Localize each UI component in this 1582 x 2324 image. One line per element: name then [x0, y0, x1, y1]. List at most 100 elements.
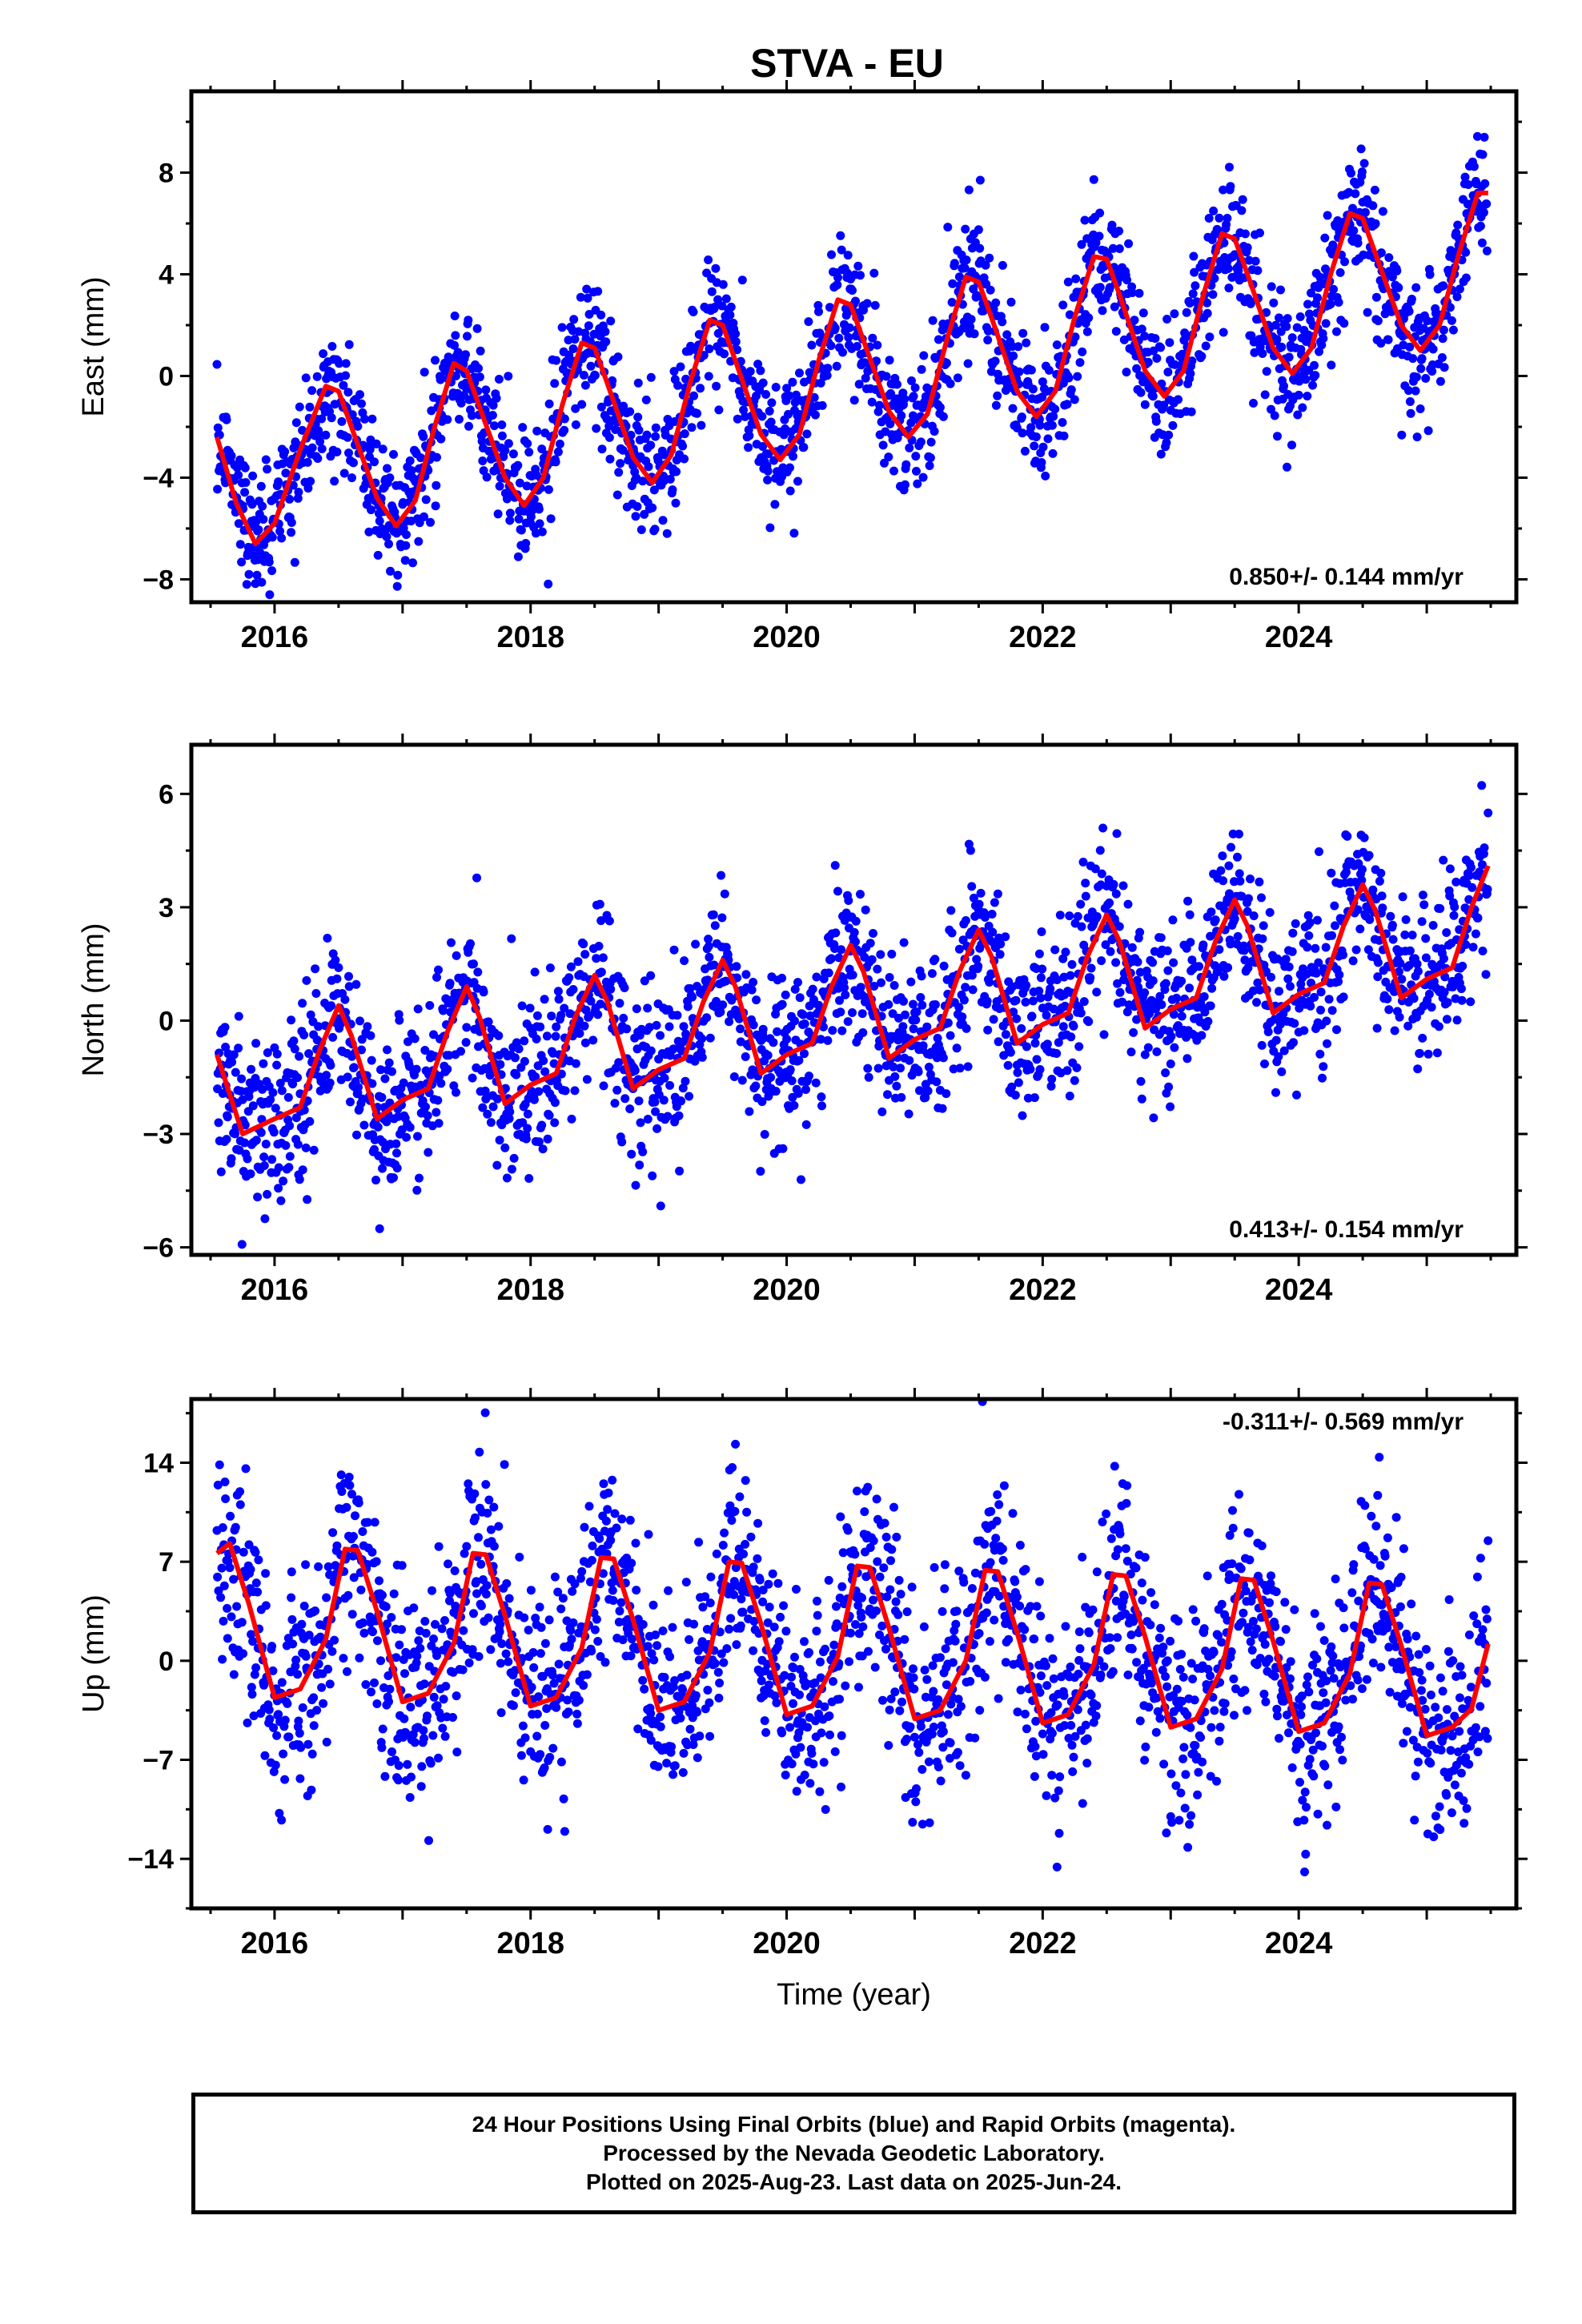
data-point — [256, 481, 266, 491]
data-point — [928, 316, 938, 325]
data-point — [816, 1035, 825, 1044]
data-point — [1289, 1038, 1298, 1047]
y-tick-label: 0 — [159, 362, 174, 392]
data-point — [679, 1022, 689, 1031]
data-point — [1260, 390, 1270, 400]
data-point — [272, 1049, 282, 1059]
data-point — [1073, 372, 1082, 381]
data-point — [1185, 910, 1195, 919]
data-point — [1161, 979, 1170, 988]
data-point — [475, 372, 484, 382]
data-point — [1482, 199, 1492, 208]
data-point — [976, 888, 986, 898]
data-point — [601, 337, 611, 347]
data-point — [1115, 987, 1125, 997]
data-point — [281, 468, 291, 478]
data-point — [1109, 879, 1118, 889]
data-point — [1240, 955, 1250, 965]
data-point — [756, 366, 765, 376]
data-point — [985, 978, 994, 987]
data-point — [749, 978, 758, 987]
data-point — [1050, 945, 1060, 955]
data-point — [1219, 328, 1228, 337]
data-point — [1081, 879, 1090, 888]
data-point — [811, 410, 820, 420]
data-point — [1065, 310, 1074, 320]
data-point — [1043, 434, 1053, 444]
data-point — [412, 1651, 422, 1661]
data-point — [972, 955, 982, 964]
data-point — [495, 481, 504, 491]
data-point — [247, 500, 257, 509]
data-point — [1481, 970, 1491, 979]
data-point — [349, 458, 358, 468]
data-point — [1343, 831, 1352, 841]
data-point — [495, 1627, 504, 1637]
data-point — [306, 1010, 315, 1019]
data-point — [1028, 384, 1038, 394]
data-point — [474, 364, 483, 373]
data-point — [909, 392, 918, 401]
data-point — [1168, 915, 1178, 925]
data-point — [421, 1102, 430, 1112]
data-point — [899, 938, 909, 947]
data-point — [331, 955, 340, 965]
data-point — [953, 373, 962, 383]
data-point — [450, 340, 459, 350]
data-point — [1368, 885, 1378, 895]
data-point — [455, 415, 464, 424]
data-point — [256, 1128, 266, 1137]
data-point — [570, 1086, 580, 1096]
data-point — [683, 1002, 693, 1011]
data-point — [1143, 357, 1153, 367]
data-point — [217, 1563, 227, 1573]
data-point — [220, 1478, 230, 1486]
data-point — [287, 1567, 296, 1577]
data-point — [594, 942, 604, 951]
data-point — [727, 995, 737, 1005]
data-point — [761, 390, 771, 399]
data-point — [1086, 963, 1096, 973]
data-point — [497, 431, 507, 440]
data-point — [1233, 852, 1242, 862]
data-point — [367, 1079, 377, 1088]
data-point — [412, 1185, 422, 1195]
data-point — [216, 1167, 226, 1176]
data-point — [800, 1019, 809, 1028]
data-point — [469, 1609, 478, 1618]
data-point — [1208, 290, 1218, 300]
data-point — [1197, 352, 1207, 361]
data-point — [1276, 285, 1285, 295]
data-point — [1122, 368, 1131, 377]
data-point — [771, 1087, 781, 1096]
data-point — [604, 916, 614, 926]
data-point — [218, 1655, 227, 1664]
data-point — [370, 1144, 379, 1154]
data-point — [599, 1479, 608, 1489]
data-point — [392, 581, 402, 591]
data-point — [420, 1617, 430, 1626]
data-point — [729, 1072, 739, 1081]
data-point — [248, 471, 258, 480]
data-point — [693, 408, 702, 418]
data-point — [710, 921, 720, 931]
data-point — [930, 427, 939, 436]
data-point — [1084, 1017, 1094, 1027]
data-point — [466, 939, 475, 948]
data-point — [389, 1589, 399, 1598]
data-point — [800, 1049, 809, 1059]
data-point — [897, 1092, 906, 1102]
data-point — [717, 301, 727, 311]
data-point — [811, 1078, 821, 1088]
data-point — [298, 1703, 307, 1712]
data-point — [304, 1630, 314, 1640]
data-point — [946, 1031, 955, 1040]
data-point — [542, 1031, 552, 1041]
data-point — [472, 324, 482, 333]
data-point — [1003, 1060, 1013, 1070]
data-point — [1224, 861, 1234, 870]
data-point — [542, 1704, 552, 1713]
data-point — [970, 329, 979, 339]
data-point — [519, 1775, 528, 1785]
